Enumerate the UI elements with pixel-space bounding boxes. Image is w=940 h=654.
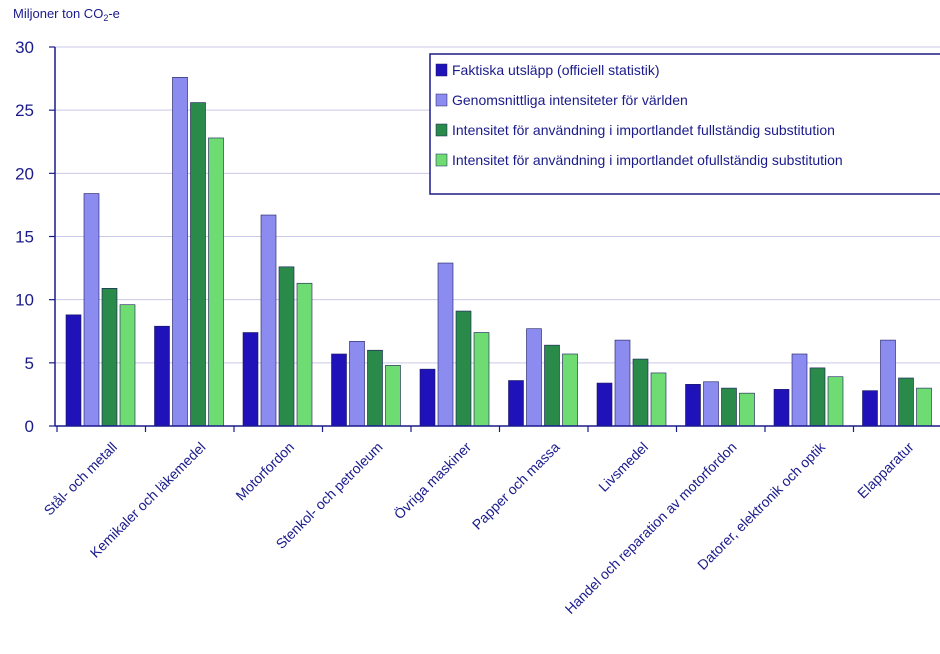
legend-box	[429, 53, 940, 195]
legend-entry: Intensitet för användning i importlandet…	[452, 122, 835, 138]
bar	[827, 376, 844, 427]
legend-swatch	[435, 93, 448, 107]
bar	[278, 266, 295, 427]
bar	[773, 389, 790, 427]
legend-swatch	[435, 63, 448, 77]
bar	[880, 339, 896, 427]
y-tick-label: 15	[15, 228, 34, 247]
y-tick-label: 10	[15, 291, 34, 310]
y-tick-label: 20	[15, 164, 34, 183]
bar	[650, 372, 667, 427]
bar	[862, 390, 878, 427]
y-tick-label: 0	[25, 417, 34, 436]
bar	[419, 368, 436, 427]
bar	[83, 193, 100, 427]
bar	[385, 365, 401, 427]
category-label: Livsmedel	[595, 439, 651, 495]
y-tick-label: 25	[15, 101, 34, 120]
bar	[296, 282, 313, 427]
category-label: Handel och reparation av motorfordon	[562, 439, 740, 617]
bar	[544, 344, 560, 427]
bar	[809, 367, 826, 427]
category-label: Stål- och metall	[41, 439, 121, 519]
bar	[916, 387, 932, 427]
legend-entry: Intensitet för användning i importlandet…	[452, 152, 843, 168]
bar	[101, 287, 118, 427]
bar	[898, 377, 914, 427]
bar	[455, 310, 472, 427]
bar	[632, 358, 649, 427]
bar	[721, 387, 737, 427]
bar	[437, 262, 454, 427]
legend-entry: Faktiska utsläpp (officiell statistik)	[452, 62, 659, 78]
bar	[685, 384, 701, 427]
y-tick-label: 5	[25, 354, 34, 373]
bar	[349, 341, 365, 427]
y-axis-label-suffix: -e	[108, 6, 120, 21]
bar	[154, 325, 170, 427]
category-label: Motorfordon	[232, 439, 297, 504]
y-axis-label: Miljoner ton CO2-e	[13, 6, 120, 23]
bar	[739, 392, 755, 427]
bar	[703, 381, 719, 427]
y-tick-labels: 0 5 10 15 20 25 30	[15, 38, 34, 436]
axes	[49, 46, 940, 432]
category-label: Papper och massa	[469, 439, 563, 533]
bar	[242, 332, 259, 427]
bar	[65, 314, 82, 427]
y-axis-label-subscript: 2	[103, 13, 108, 23]
bar	[508, 380, 524, 427]
legend-entry: Genomsnittliga intensiteter för världen	[452, 92, 688, 108]
bar	[596, 382, 613, 427]
y-tick-label: 30	[15, 38, 34, 57]
legend: Faktiska utsläpp (officiell statistik) Ge…	[429, 53, 940, 195]
category-label: Övriga maskiner	[390, 438, 474, 522]
bar	[208, 137, 224, 427]
legend-swatch	[435, 123, 448, 137]
bar	[119, 304, 136, 427]
bar	[614, 339, 631, 427]
category-label: Elapparatur	[854, 439, 917, 502]
bar	[260, 214, 277, 427]
bar	[562, 353, 578, 427]
bar	[473, 332, 490, 427]
bar	[190, 102, 206, 427]
bar	[791, 353, 808, 427]
bar	[172, 77, 188, 427]
bar	[526, 328, 542, 427]
bars	[65, 77, 932, 427]
legend-swatch	[435, 153, 448, 167]
bar	[367, 349, 383, 427]
bar	[331, 353, 347, 427]
